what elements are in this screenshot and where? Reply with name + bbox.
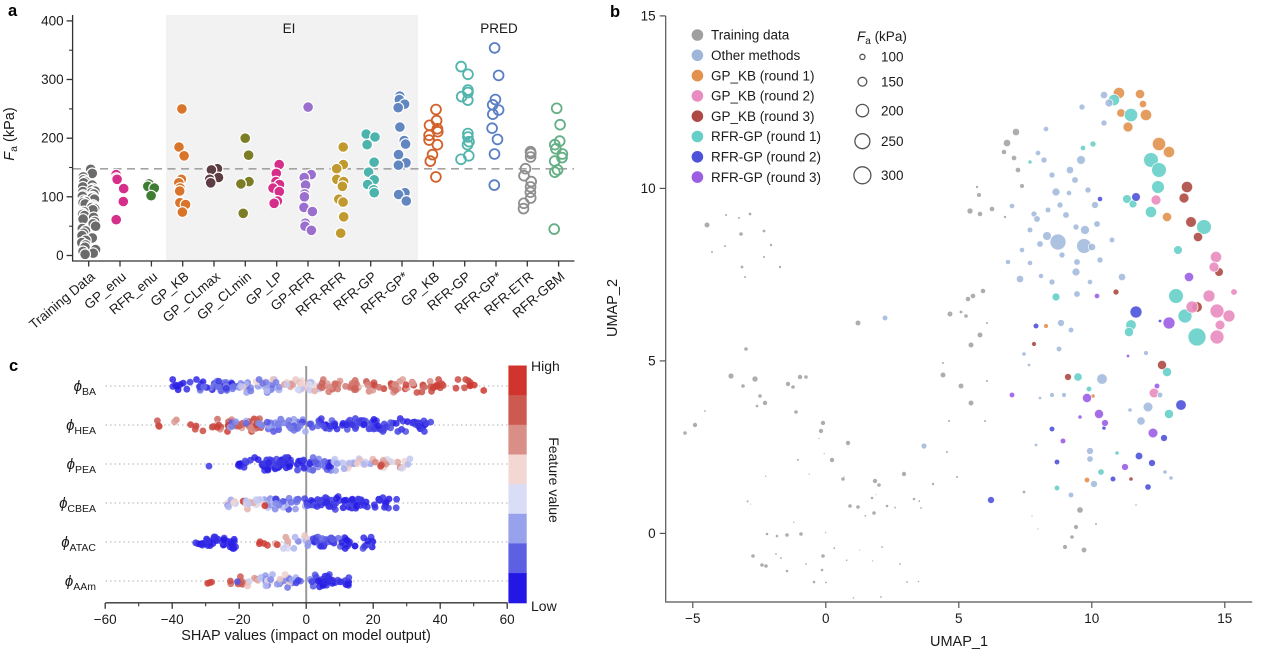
svg-text:150: 150 (881, 74, 904, 89)
svg-text:−40: −40 (161, 612, 184, 627)
svg-text:ϕCBEA: ϕCBEA (59, 495, 96, 515)
svg-text:15: 15 (1217, 611, 1232, 626)
svg-text:EI: EI (283, 21, 296, 36)
svg-text:Training data: Training data (711, 28, 790, 43)
svg-text:100: 100 (41, 189, 64, 204)
svg-text:300: 300 (881, 168, 904, 183)
svg-text:ϕATAC: ϕATAC (61, 534, 96, 554)
svg-text:−60: −60 (94, 612, 117, 627)
svg-text:0: 0 (302, 612, 310, 627)
svg-text:100: 100 (881, 50, 904, 65)
svg-text:RFR-GP (round 2): RFR-GP (round 2) (711, 150, 821, 165)
svg-text:5: 5 (648, 353, 656, 368)
svg-text:ϕPEA: ϕPEA (67, 456, 96, 476)
svg-text:200: 200 (881, 103, 904, 118)
svg-text:GP_KB (round 3): GP_KB (round 3) (711, 109, 815, 124)
svg-text:b: b (610, 3, 620, 21)
svg-text:RFR-GP (round 1): RFR-GP (round 1) (711, 129, 821, 144)
svg-text:GP_KB (round 2): GP_KB (round 2) (711, 89, 815, 104)
svg-text:10: 10 (641, 181, 656, 196)
svg-text:Other methods: Other methods (711, 48, 801, 63)
svg-text:RFR-GP (round 3): RFR-GP (round 3) (711, 170, 821, 185)
svg-text:5: 5 (955, 611, 963, 626)
svg-text:−20: −20 (228, 612, 251, 627)
svg-text:c: c (9, 357, 18, 375)
svg-text:PRED: PRED (480, 21, 518, 36)
svg-text:Fa (kPa): Fa (kPa) (2, 107, 20, 160)
svg-text:Feature value: Feature value (546, 437, 562, 523)
svg-text:ϕAAm: ϕAAm (65, 573, 96, 593)
svg-text:High: High (531, 358, 560, 374)
svg-text:200: 200 (41, 131, 64, 146)
svg-text:0: 0 (822, 611, 830, 626)
svg-text:15: 15 (641, 8, 656, 23)
svg-text:40: 40 (433, 612, 448, 627)
svg-text:SHAP values (impact on model o: SHAP values (impact on model output) (181, 628, 431, 644)
svg-text:0: 0 (56, 248, 64, 263)
svg-text:0: 0 (648, 526, 656, 541)
svg-text:300: 300 (41, 72, 64, 87)
svg-text:−5: −5 (685, 611, 700, 626)
svg-text:Fa (kPa): Fa (kPa) (857, 29, 907, 47)
svg-text:20: 20 (366, 612, 381, 627)
svg-text:a: a (8, 2, 18, 20)
svg-text:UMAP_2: UMAP_2 (605, 279, 621, 337)
svg-text:UMAP_1: UMAP_1 (930, 634, 988, 650)
svg-text:10: 10 (1084, 611, 1099, 626)
svg-text:ϕHEA: ϕHEA (66, 417, 96, 437)
svg-text:ϕBA: ϕBA (74, 378, 96, 398)
svg-text:Low: Low (531, 598, 558, 614)
svg-text:60: 60 (500, 612, 515, 627)
svg-text:400: 400 (41, 13, 64, 28)
svg-text:GP_KB (round 1): GP_KB (round 1) (711, 68, 815, 83)
svg-text:250: 250 (881, 134, 904, 149)
